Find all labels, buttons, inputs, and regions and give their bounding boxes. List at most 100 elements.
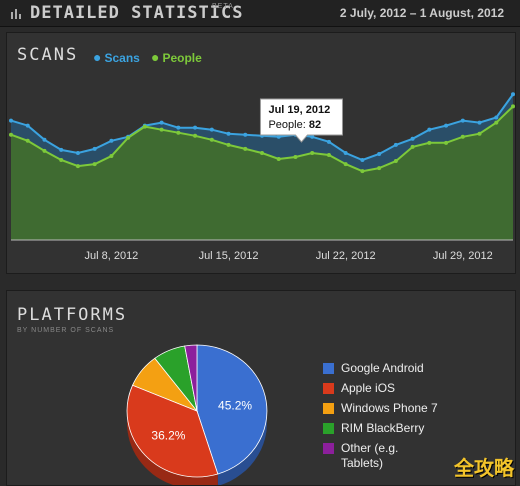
scans-point [9, 118, 13, 123]
people-point [460, 134, 465, 139]
scans-point [243, 132, 248, 137]
scans-point [377, 151, 382, 156]
people-point [9, 132, 13, 137]
top-bar: DETAILED STATISTICS BETA 2 July, 2012 – … [0, 0, 520, 27]
scans-point [75, 150, 80, 155]
people-point [393, 159, 398, 164]
scans-point [193, 125, 198, 130]
pie-legend-item[interactable]: Windows Phone 7 [323, 401, 513, 421]
pie-legend-item[interactable]: Other (e.g. Tablets) [323, 441, 513, 475]
people-point [310, 150, 315, 155]
pie-data-label: 45.2% [218, 399, 252, 413]
scans-point [176, 125, 181, 130]
chart-tooltip: Jul 19, 2012 People: 82 [259, 98, 343, 143]
scans-title: SCANS [17, 45, 79, 65]
people-point [209, 137, 214, 142]
bar-chart-icon [11, 9, 21, 19]
pie-slice [196, 344, 268, 475]
scans-point [226, 131, 231, 136]
people-point [494, 120, 499, 125]
people-point [444, 140, 449, 145]
x-tick-label: Jul 8, 2012 [84, 250, 138, 262]
people-point [260, 150, 264, 155]
scans-point [109, 138, 114, 143]
people-point [377, 166, 382, 171]
legend-label: Google Android [341, 361, 424, 375]
scans-point [326, 139, 331, 144]
pie-legend-item[interactable]: Google Android [323, 361, 513, 381]
legend-dot-icon: ● [93, 49, 102, 65]
platforms-title: PLATFORMS [17, 305, 128, 325]
people-point [477, 131, 482, 136]
scans-point [209, 127, 214, 132]
people-point [25, 138, 30, 143]
people-point [176, 130, 181, 135]
scans-point [159, 120, 164, 125]
pie-legend-item[interactable]: RIM BlackBerry [323, 421, 513, 441]
beta-badge: BETA [212, 3, 234, 10]
legend-swatch [323, 403, 334, 414]
people-point [293, 155, 298, 160]
scans-point [427, 127, 432, 132]
people-point [75, 164, 80, 169]
x-tick-label: Jul 15, 2012 [199, 250, 259, 262]
watermark: 全攻略 [454, 458, 514, 480]
scans-point [25, 123, 30, 128]
people-point [126, 135, 131, 140]
scans-point [59, 147, 64, 152]
page-title: DETAILED STATISTICS [30, 3, 244, 23]
pie-slice [184, 344, 198, 412]
x-tick-label: Jul 22, 2012 [316, 250, 376, 262]
scans-point [393, 142, 398, 147]
legend-people-label: People [162, 51, 202, 65]
pie-legend: Google Android Apple iOS Windows Phone 7 RI… [323, 361, 513, 475]
legend-people[interactable]: ● People [151, 49, 202, 65]
legend-swatch [323, 423, 334, 434]
legend-label: Windows Phone 7 [341, 401, 438, 415]
scans-panel: SCANS ● Scans ● People Jul 8, 2012 Jul 15, … [6, 32, 516, 274]
scans-point [92, 146, 97, 151]
scans-point [343, 150, 348, 155]
people-point [360, 169, 365, 174]
people-point [427, 140, 432, 145]
people-point [276, 157, 281, 162]
legend-label: Apple iOS [341, 381, 396, 395]
people-point [109, 153, 114, 158]
people-point [59, 158, 64, 163]
scans-point [511, 92, 515, 97]
platforms-pie-chart[interactable]: 45.2% 36.2% [7, 291, 307, 485]
people-point [142, 124, 147, 129]
pie-slice [126, 384, 219, 478]
platforms-subtitle: BY NUMBER OF SCANS [17, 327, 115, 334]
legend-dot-icon: ● [151, 49, 160, 65]
scans-point [444, 123, 449, 128]
pie-data-label: 36.2% [151, 428, 185, 442]
people-point [511, 104, 515, 109]
people-point [410, 144, 415, 149]
legend-scans[interactable]: ● Scans [93, 49, 140, 65]
people-point [193, 133, 198, 138]
people-point [92, 162, 97, 167]
tooltip-value: People: 82 [268, 119, 321, 131]
scans-point [460, 118, 465, 123]
legend-label: RIM BlackBerry [341, 421, 425, 435]
platforms-panel: PLATFORMS BY NUMBER OF SCANS 45.2% 36.2% … [6, 290, 516, 486]
scans-point [310, 134, 315, 139]
scans-chart[interactable]: Jul 8, 2012 Jul 15, 2012 Jul 22, 2012 Jul 2… [7, 33, 515, 273]
people-point [42, 148, 47, 153]
scans-point [477, 120, 482, 125]
pie-legend-item[interactable]: Apple iOS [323, 381, 513, 401]
scans-point [410, 136, 415, 141]
people-point [159, 127, 164, 132]
legend-scans-label: Scans [104, 51, 140, 65]
people-point [243, 146, 248, 151]
tooltip-date: Jul 19, 2012 [268, 104, 330, 116]
legend-swatch [323, 363, 334, 374]
scans-point [360, 158, 365, 163]
date-range[interactable]: 2 July, 2012 – 1 August, 2012 [339, 6, 504, 20]
people-area [11, 106, 513, 241]
scans-point [276, 134, 281, 139]
legend-swatch [323, 443, 334, 454]
people-point [343, 162, 348, 167]
legend-swatch [323, 383, 334, 394]
